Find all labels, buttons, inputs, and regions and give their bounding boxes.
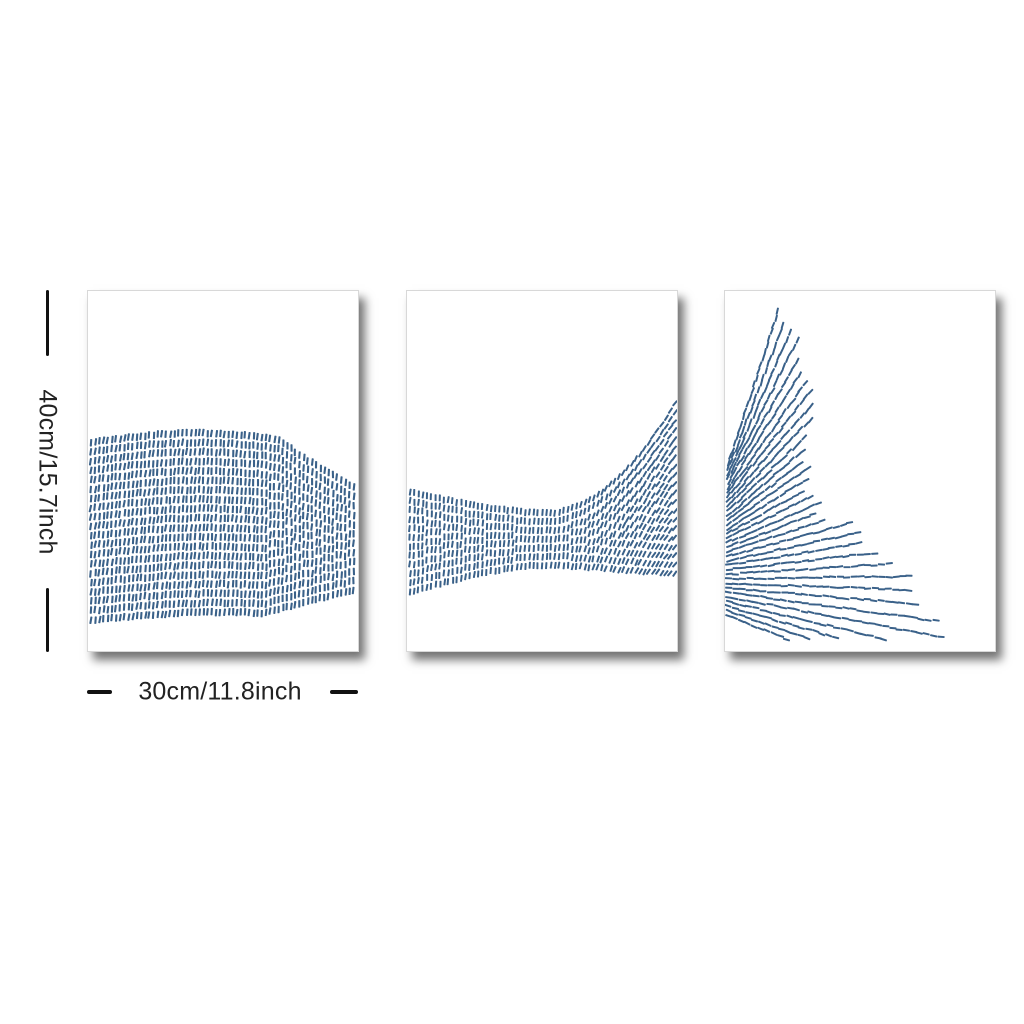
height-dimension-label: 40cm/15.7inch (33, 389, 62, 555)
width-dimension-label: 30cm/11.8inch (138, 677, 302, 706)
width-dimension-line-right (330, 690, 358, 694)
height-dimension-line-bottom (46, 588, 49, 652)
canvas-panel-middle (406, 290, 678, 652)
fish-tail-fin-artwork (725, 307, 945, 642)
fish-body-artwork (88, 428, 356, 624)
canvas-panel-left (87, 290, 359, 652)
width-dimension-line-left (87, 690, 112, 694)
canvas-panel-right (724, 290, 996, 652)
fish-tail-stem-artwork (408, 400, 677, 596)
height-dimension-line-top (46, 290, 49, 356)
